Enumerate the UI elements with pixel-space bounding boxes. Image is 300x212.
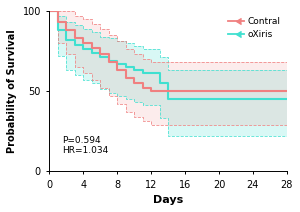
Text: P=0.594
HR=1.034: P=0.594 HR=1.034 bbox=[62, 136, 108, 155]
X-axis label: Days: Days bbox=[153, 195, 183, 205]
Legend: Contral, oXiris: Contral, oXiris bbox=[226, 15, 282, 41]
Y-axis label: Probability of Survival: Probability of Survival bbox=[7, 29, 17, 153]
